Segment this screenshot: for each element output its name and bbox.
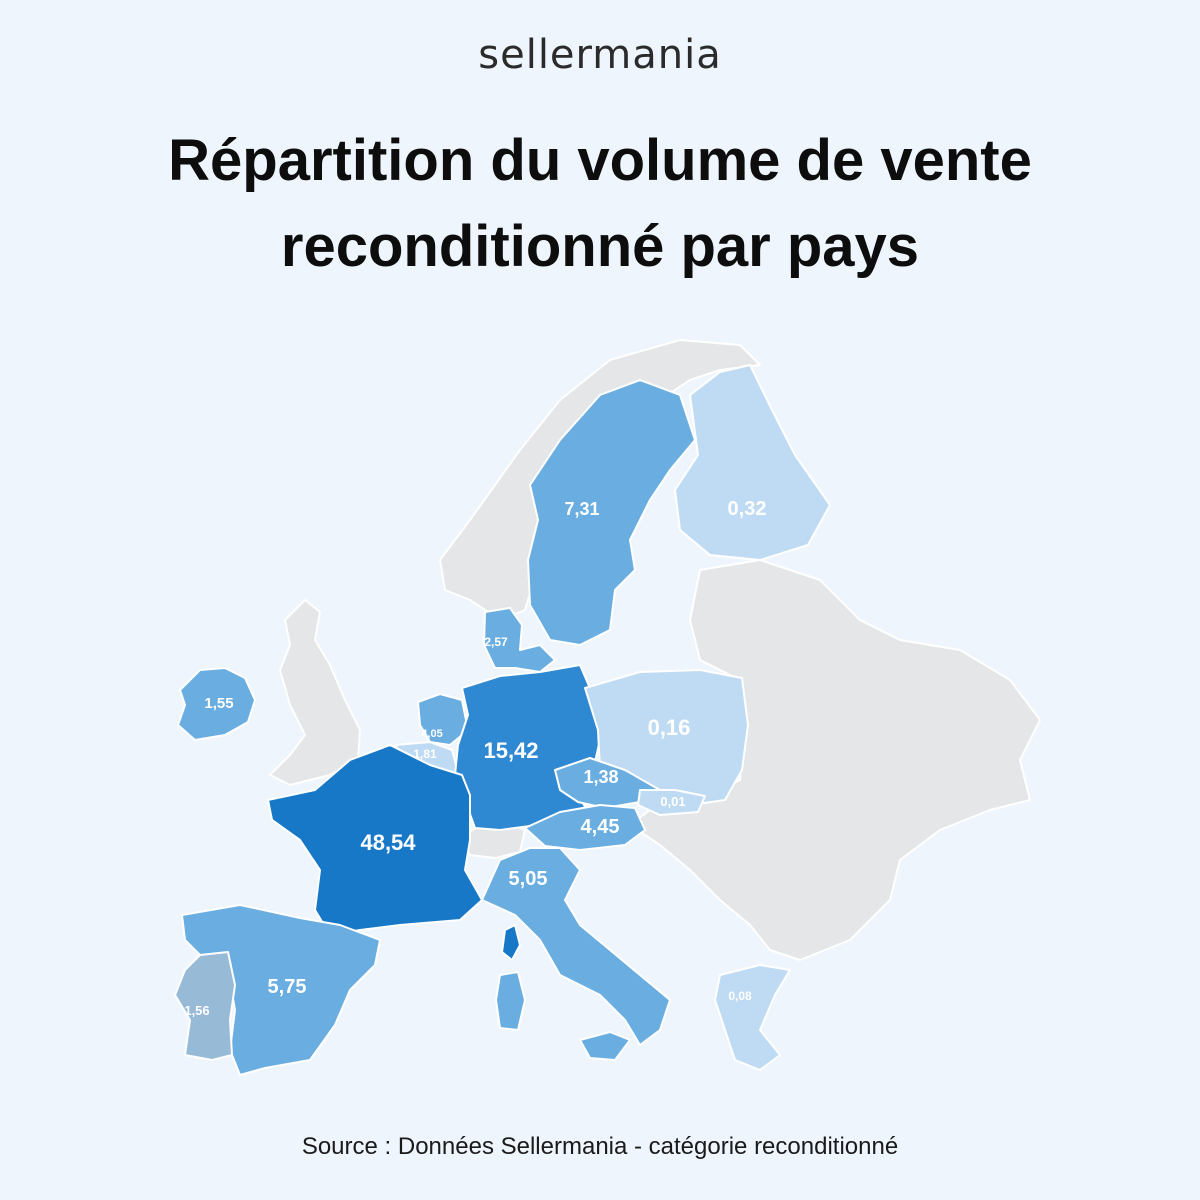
label-greece: 0,08 xyxy=(728,989,752,1003)
label-ireland: 1,55 xyxy=(204,695,233,712)
netherlands-shape xyxy=(417,693,469,746)
label-slovakia: 0,01 xyxy=(660,794,685,809)
label-germany: 15,42 xyxy=(483,738,538,763)
source-note: Source : Données Sellermania - catégorie… xyxy=(301,1133,899,1160)
sardinia-shape xyxy=(495,971,526,1031)
label-belgium: 1,81 xyxy=(413,747,437,761)
great-britain-shape xyxy=(269,599,361,786)
title-line-2: reconditionné par pays xyxy=(280,214,920,279)
label-italy: 5,05 xyxy=(509,868,548,890)
label-denmark: 2,57 xyxy=(484,635,508,649)
label-czechia: 1,38 xyxy=(583,767,618,787)
slovakia-shape xyxy=(637,789,706,816)
sweden-shape xyxy=(527,379,696,646)
portugal-shape xyxy=(174,951,236,1061)
label-poland: 0,16 xyxy=(648,715,691,740)
sicily-shape xyxy=(579,1031,631,1061)
label-france: 48,54 xyxy=(360,830,416,855)
italy-shape xyxy=(481,847,671,1046)
denmark-shape xyxy=(483,607,556,673)
label-sweden: 7,31 xyxy=(564,499,599,519)
sellermania-logo: sellermania xyxy=(478,32,722,78)
ireland-shape xyxy=(177,667,256,741)
label-portugal: 1,56 xyxy=(184,1003,209,1018)
label-finland: 0,32 xyxy=(728,498,767,520)
label-austria: 4,45 xyxy=(581,816,620,838)
page-title: Répartition du volume de vente reconditi… xyxy=(100,118,1100,290)
corsica-shape xyxy=(501,924,521,961)
label-netherlands: 4,05 xyxy=(421,728,442,740)
greece-shape xyxy=(714,964,791,1071)
label-spain: 5,75 xyxy=(268,976,307,998)
title-line-1: Répartition du volume de vente xyxy=(168,128,1032,193)
europe-map: 48,54 15,42 7,31 5,75 5,05 4,45 4,05 2,5… xyxy=(174,339,1041,1076)
finland-shape xyxy=(674,364,831,561)
